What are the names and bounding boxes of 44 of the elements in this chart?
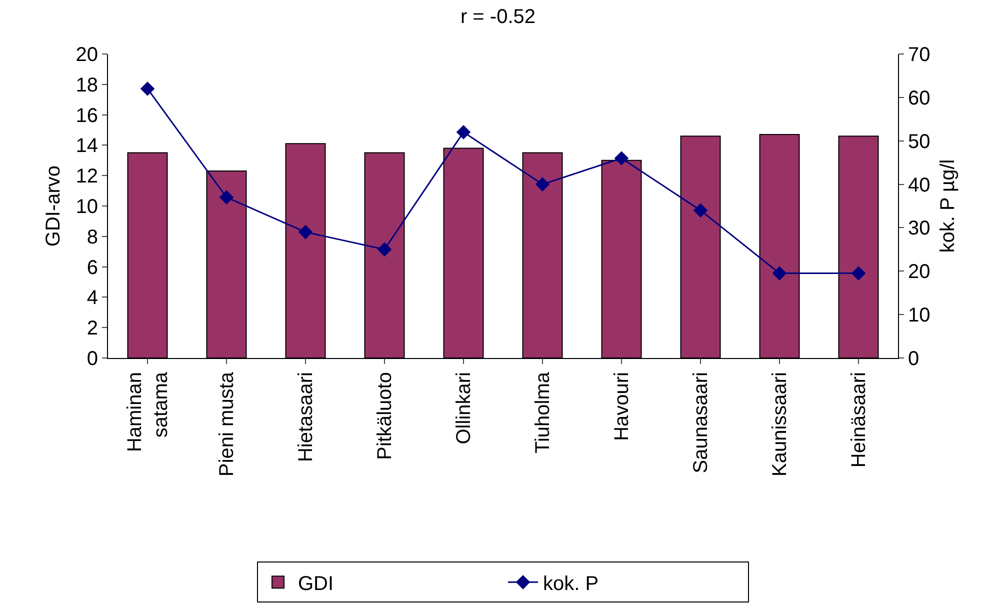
x-tick-label: Havouri: [611, 372, 633, 441]
y2-tick-label: 40: [908, 174, 930, 196]
y-tick-label: 6: [86, 256, 98, 279]
point: [851, 266, 866, 280]
x-tick-label: Hietasaari: [295, 372, 317, 462]
x-tick-label: Pieni musta: [216, 371, 238, 476]
point: [614, 151, 629, 166]
point: [535, 177, 550, 192]
y-tick-label: 10: [76, 196, 98, 218]
y2-tick-label: 50: [908, 130, 930, 153]
y2-tick-label: 20: [908, 261, 930, 284]
y2-tick-label: 30: [908, 218, 930, 240]
y-tick-label: 0: [86, 348, 98, 370]
point: [298, 224, 313, 240]
y-tick-label: 20: [76, 44, 98, 66]
y-axis-title: GDI-arvo: [42, 165, 64, 247]
point: [772, 266, 787, 280]
point: [693, 203, 708, 218]
x-tick-label: Kaunissaari: [769, 372, 791, 477]
x-tick-label: Heinäsaari: [848, 372, 870, 468]
y2-tick-label: 10: [908, 304, 930, 327]
x-tick-label: Ollinkari: [453, 372, 475, 444]
y2-tick-label: 60: [908, 87, 930, 110]
y2-tick-label: 0: [908, 348, 920, 370]
y-tick-label: 16: [76, 104, 98, 127]
point: [140, 82, 155, 96]
y-tick-label: 18: [76, 74, 98, 96]
chart-title: r = -0.52: [460, 6, 536, 28]
legend-label: GDI: [298, 572, 334, 595]
y2-tick-label: 70: [908, 44, 930, 66]
point: [456, 125, 471, 140]
y-tick-label: 8: [86, 226, 98, 248]
x-tick-label: Saunasaari: [690, 372, 712, 474]
y-tick-label: 12: [76, 166, 98, 188]
point: [219, 190, 234, 204]
y-tick-label: 14: [76, 135, 98, 158]
x-tick-label: Haminan satama: [124, 371, 172, 452]
y-tick-label: 4: [86, 287, 98, 310]
legend-label: kok. P: [543, 572, 599, 595]
x-tick-label: Pitkäluoto: [374, 372, 396, 460]
y2-axis-title: kok. P µg/l: [936, 159, 959, 253]
y-tick-label: 2: [86, 318, 98, 340]
x-tick-label: Tiuholma: [532, 371, 554, 454]
point: [377, 242, 392, 257]
